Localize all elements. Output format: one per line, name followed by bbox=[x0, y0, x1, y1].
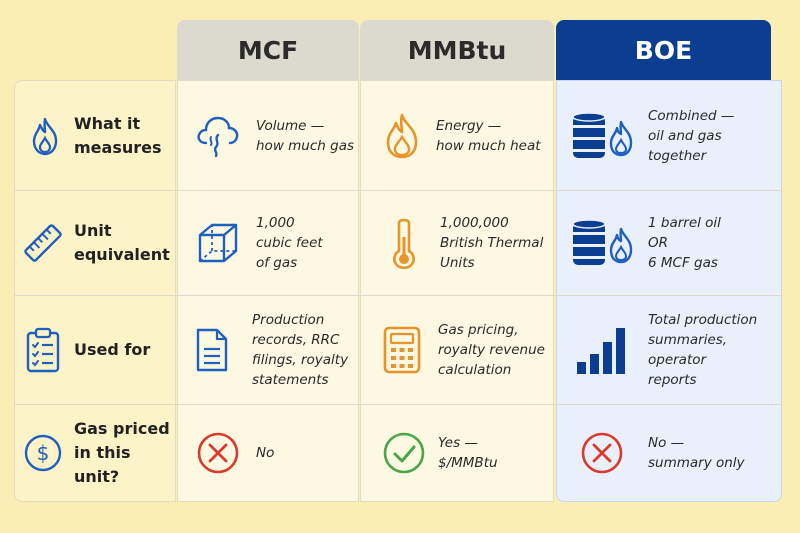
mcf-priced-cell: No bbox=[196, 406, 356, 500]
bar-chart-icon bbox=[568, 324, 638, 376]
row-label-text: What it measures bbox=[74, 114, 162, 157]
column-header-mcf: MCF bbox=[177, 20, 359, 80]
row-label-measures: What it measures bbox=[26, 86, 174, 186]
column-header-boe: BOE bbox=[556, 20, 771, 80]
mmbtu-used-for-cell: Gas pricing, royalty revenue calculation bbox=[378, 298, 552, 402]
cell-text: Production records, RRC filings, royalty… bbox=[252, 312, 349, 388]
cell-text: 1,000 cubic feet of gas bbox=[256, 215, 323, 271]
mcf-measures-cell: Volume — how much gas bbox=[190, 86, 356, 186]
oil-barrel-flame-icon bbox=[568, 217, 638, 269]
cell-text: No bbox=[256, 445, 275, 461]
svg-text:$: $ bbox=[37, 441, 50, 465]
mcf-column bbox=[177, 80, 359, 502]
row-label-gas-priced: $ Gas priced in this unit? bbox=[22, 406, 174, 500]
cell-text: 1,000,000 British Thermal Units bbox=[440, 215, 544, 271]
row-divider bbox=[14, 404, 782, 405]
dollar-circle-icon: $ bbox=[22, 433, 64, 473]
calculator-icon bbox=[378, 325, 426, 375]
flame-icon bbox=[26, 116, 64, 156]
mcf-used-for-cell: Production records, RRC filings, royalty… bbox=[190, 298, 356, 402]
boe-unit-cell: 1 barrel oil OR 6 MCF gas bbox=[568, 194, 778, 292]
row-label-text: Used for bbox=[74, 340, 151, 359]
thermometer-icon bbox=[384, 215, 424, 271]
cell-text: Energy — how much heat bbox=[436, 118, 541, 154]
x-circle-icon bbox=[580, 431, 624, 475]
row-divider bbox=[14, 190, 782, 191]
cube-icon bbox=[192, 219, 244, 267]
boe-measures-cell: Combined — oil and gas together bbox=[568, 86, 778, 186]
cell-text: Yes — $/MMBtu bbox=[438, 435, 498, 471]
oil-barrel-flame-icon bbox=[568, 110, 638, 162]
cell-text: Volume — how much gas bbox=[256, 118, 355, 154]
ruler-icon bbox=[22, 223, 64, 263]
cell-text: Combined — oil and gas together bbox=[648, 108, 735, 164]
row-divider bbox=[14, 295, 782, 296]
cell-text: Gas pricing, royalty revenue calculation bbox=[438, 322, 545, 378]
mmbtu-measures-cell: Energy — how much heat bbox=[378, 86, 552, 186]
cell-text: No — summary only bbox=[648, 435, 745, 471]
cell-text: Total production summaries, operator rep… bbox=[648, 312, 758, 388]
x-circle-icon bbox=[196, 431, 240, 475]
row-label-text: Unit equivalent bbox=[74, 221, 170, 264]
mmbtu-priced-cell: Yes — $/MMBtu bbox=[382, 406, 552, 500]
gas-cloud-icon bbox=[190, 113, 246, 159]
flame-icon bbox=[378, 112, 426, 160]
boe-priced-cell: No — summary only bbox=[580, 406, 778, 500]
row-label-unit: Unit equivalent bbox=[22, 194, 174, 292]
check-circle-icon bbox=[382, 431, 426, 475]
mmbtu-column bbox=[360, 80, 554, 502]
boe-used-for-cell: Total production summaries, operator rep… bbox=[568, 298, 778, 402]
clipboard-checklist-icon bbox=[22, 327, 64, 373]
row-label-text: Gas priced in this unit? bbox=[74, 419, 170, 486]
column-header-mmbtu: MMBtu bbox=[360, 20, 554, 80]
row-label-used-for: Used for bbox=[22, 298, 174, 402]
mcf-unit-cell: 1,000 cubic feet of gas bbox=[192, 194, 356, 292]
cell-text: 1 barrel oil OR 6 MCF gas bbox=[648, 215, 721, 271]
document-icon bbox=[190, 327, 234, 373]
mmbtu-unit-cell: 1,000,000 British Thermal Units bbox=[384, 194, 552, 292]
